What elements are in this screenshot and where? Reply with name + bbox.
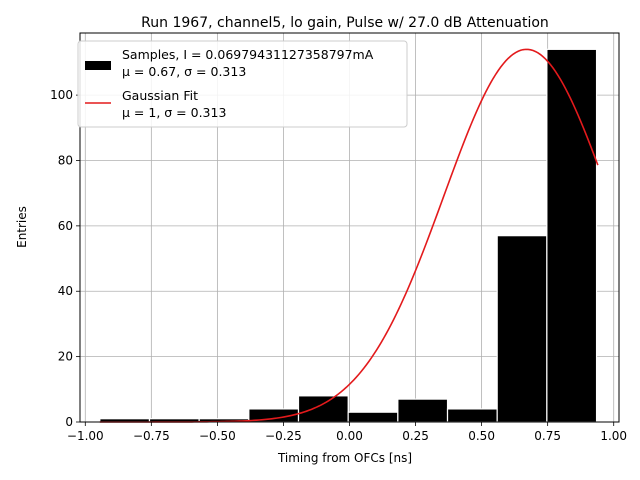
y-tick-label: 0 [65,415,73,429]
y-tick-label: 60 [58,219,73,233]
y-tick-label: 80 [58,153,73,167]
chart-title: Run 1967, channel5, lo gain, Pulse w/ 27… [141,15,549,31]
x-tick-label: 0.75 [534,429,561,443]
x-axis-ticks: −1.00 −0.75 −0.50 −0.25 0.00 0.25 0.50 0.75 1.00 [67,422,627,443]
x-tick-label: 0.00 [336,429,363,443]
y-axis-ticks: 0 20 40 60 80 100 [50,88,80,429]
x-tick-label: 0.50 [468,429,495,443]
x-tick-label: −0.25 [265,429,302,443]
grid [80,33,619,423]
x-tick-label: 1.00 [600,429,627,443]
legend-fit-stats: μ = 1, σ = 0.313 [122,105,226,120]
legend-samples-label: Samples, I = 0.06979431127358797mA [122,47,374,62]
legend-fit-label: Gaussian Fit [122,88,198,103]
histogram-bar [297,395,349,423]
x-tick-label: 0.25 [402,429,429,443]
y-tick-label: 100 [50,88,73,102]
legend-frame [77,40,408,128]
y-tick-label: 20 [58,350,73,364]
y-axis-label: Entries [15,206,29,248]
histogram-bar [446,408,498,423]
legend-samples-stats: μ = 0.67, σ = 0.313 [122,64,246,79]
x-tick-label: −1.00 [67,429,104,443]
histogram-bar [347,411,399,423]
x-tick-label: −0.75 [133,429,170,443]
x-axis-label: Timing from OFCs [ns] [277,451,412,465]
y-tick-label: 40 [58,284,73,298]
legend-samples-swatch [85,61,111,70]
histogram-bar [496,235,548,423]
histogram-bar [546,48,598,423]
legend: Samples, I = 0.06979431127358797mA μ = 0… [77,40,408,128]
histogram-bar [397,398,449,423]
x-tick-label: −0.50 [199,429,236,443]
